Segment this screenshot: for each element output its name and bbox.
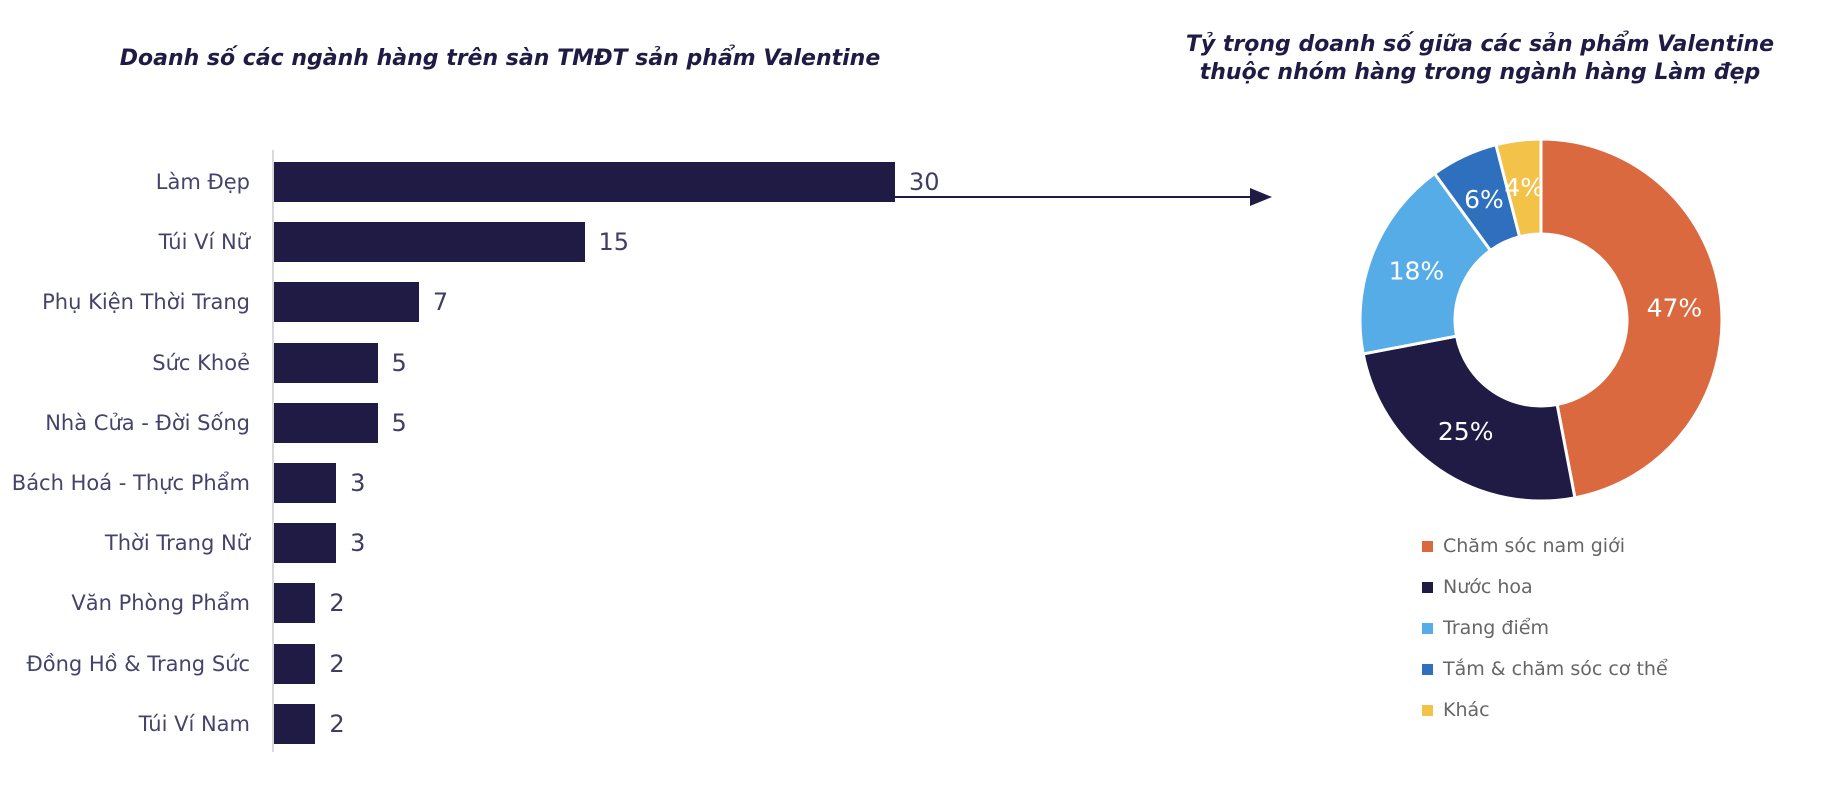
bar[interactable] [274,583,316,624]
bar-chart-axis [272,150,274,752]
donut-chart-title-line1: Tỷ trọng doanh số giữa các sản phẩm Vale… [1185,32,1775,57]
bar-category-label: Thời Trang Nữ [104,531,250,556]
donut-percent-label: 25% [1438,417,1494,446]
bar-category-label: Văn Phòng Phẩm [71,591,250,616]
bar-category-label: Túi Ví Nam [138,711,250,736]
donut-segment[interactable] [1361,334,1577,503]
legend-item[interactable]: Trang điểm [1422,608,1549,649]
donut-percent-label: 18% [1389,257,1445,286]
legend-label: Trang điểm [1443,617,1549,639]
bar-category-label: Bách Hoá - Thực Phẩm [11,471,250,495]
bar-category-label: Nhà Cửa - Đời Sống [45,410,250,435]
bar-row: Đồng Hồ & Trang Sức 2 [0,643,1300,684]
legend-swatch-icon [1422,581,1433,593]
bar-chart-title: Doanh số các ngành hàng trên sàn TMĐT sả… [119,46,881,71]
bar-value-label: 3 [350,529,366,558]
arrow-line [895,196,1251,198]
bar-category-label: Túi Ví Nữ [158,230,250,255]
bar-value-label: 2 [329,649,345,678]
legend-swatch-icon [1422,663,1433,675]
donut-segment[interactable] [1494,137,1543,239]
bar-row: Nhà Cửa - Đời Sống 5 [0,402,1300,443]
bar-row: Túi Ví Nam 2 [0,703,1300,744]
bar[interactable] [274,222,585,263]
bar[interactable] [274,643,316,684]
bar[interactable] [274,703,316,744]
legend-item[interactable]: Tắm & chăm sóc cơ thể [1422,649,1668,690]
bar-row: Phụ Kiện Thời Trang 7 [0,282,1300,323]
bar-category-label: Phụ Kiện Thời Trang [42,290,250,315]
legend-label: Chăm sóc nam giới [1443,535,1625,557]
arrow-head-icon [1250,188,1272,206]
donut-chart-title: Tỷ trọng doanh số giữa các sản phẩm Vale… [1160,31,1800,87]
legend-swatch-icon [1422,622,1433,634]
legend-label: Khác [1443,699,1490,721]
bar-row: Làm Đẹp 30 [0,162,1300,202]
bar[interactable] [274,162,895,202]
bar-row: Túi Ví Nữ 15 [0,222,1300,263]
bar-row: Văn Phòng Phẩm 2 [0,583,1300,624]
donut-chart-title-line2: thuộc nhóm hàng trong ngành hàng Làm đẹp [1199,60,1761,85]
legend-label: Nước hoa [1443,576,1533,598]
donut-percent-label: 6% [1464,185,1504,214]
bar[interactable] [274,402,378,443]
legend-item[interactable]: Chăm sóc nam giới [1422,526,1625,567]
bar-row: Sức Khoẻ 5 [0,342,1300,383]
donut-chart: 47% 25% 18% 6% 4% [1358,137,1724,503]
bar-value-label: 5 [391,408,407,437]
bar-category-label: Làm Đẹp [155,170,250,194]
bar[interactable] [274,463,337,503]
legend-item[interactable]: Khác [1422,690,1490,731]
bar-value-label: 30 [909,168,940,196]
donut-segment[interactable] [1358,172,1492,356]
bar[interactable] [274,523,337,564]
bar-category-label: Sức Khoẻ [152,350,250,375]
bar-row: Bách Hoá - Thực Phẩm 3 [0,463,1300,503]
bar[interactable] [274,282,419,323]
bar-value-label: 15 [598,228,630,257]
bar-value-label: 3 [350,469,366,497]
donut-percent-label: 47% [1647,293,1703,322]
bar-value-label: 2 [329,709,345,738]
donut-percent-label: 4% [1504,173,1544,202]
legend-swatch-icon [1422,540,1433,552]
bar-value-label: 2 [329,589,345,618]
legend-item[interactable]: Nước hoa [1422,567,1533,608]
bar-value-label: 7 [432,288,449,317]
bar[interactable] [274,342,378,383]
legend-swatch-icon [1422,704,1433,716]
bar-value-label: 5 [391,348,407,377]
bar-row: Thời Trang Nữ 3 [0,523,1300,564]
bar-category-label: Đồng Hồ & Trang Sức [26,651,250,676]
donut-segment[interactable] [1539,137,1724,500]
legend-label: Tắm & chăm sóc cơ thể [1443,658,1668,680]
